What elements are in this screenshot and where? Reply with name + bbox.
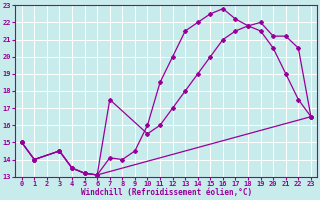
X-axis label: Windchill (Refroidissement éolien,°C): Windchill (Refroidissement éolien,°C) — [81, 188, 252, 197]
